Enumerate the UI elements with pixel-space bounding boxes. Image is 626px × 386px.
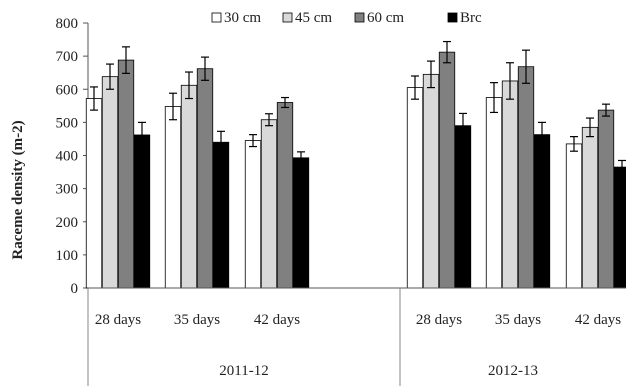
x-category-label: 35 days [495,312,541,328]
x-group-label: 2012-13 [488,363,538,379]
legend-label: 45 cm [295,10,332,26]
bar [212,141,230,289]
y-tick-label: 300 [56,182,79,198]
bar [244,140,262,289]
legend-swatch [447,12,458,23]
bar [438,51,456,289]
y-tick-label: 100 [56,248,79,264]
y-tick-label: 600 [56,82,79,98]
bar [180,84,198,289]
bar [196,68,214,289]
bar [260,119,278,289]
bar [533,134,551,289]
x-group-label: 2011-12 [219,363,268,379]
x-category-label: 42 days [575,312,621,328]
bar [133,134,151,289]
bar [501,80,519,289]
y-tick-label: 500 [56,115,79,131]
bar [454,125,472,289]
x-category-label: 42 days [254,312,300,328]
bar [517,66,535,289]
bar [485,97,503,289]
y-tick-label: 800 [56,16,79,32]
x-category-label: 28 days [95,312,141,328]
bar [85,98,103,289]
bar [597,109,615,289]
y-axis: 0 100 200 300 400 500 600 700 800 [56,16,89,297]
legend-label: Brc [460,10,482,26]
legend: 30 cm 45 cm 60 cm Brc [211,10,482,26]
bar [276,102,294,289]
legend-label: 60 cm [367,10,404,26]
bar [613,166,626,289]
legend-swatch [211,12,222,23]
bar [565,143,583,289]
bar [406,87,424,289]
bars-layer [85,40,626,289]
y-tick-label: 0 [71,281,79,297]
legend-swatch [282,12,293,23]
bar [101,76,119,289]
x-axis: 28 days 35 days 42 days 28 days 35 days 42 da… [87,287,626,386]
bar [117,59,135,289]
y-tick-label: 200 [56,215,79,231]
legend-label: 30 cm [224,10,261,26]
legend-swatch [354,12,365,23]
x-category-label: 35 days [174,312,220,328]
y-tick-label: 400 [56,149,79,165]
bar [581,126,599,289]
y-tick-label: 700 [56,49,79,65]
x-category-label: 28 days [416,312,462,328]
bar [164,106,182,289]
y-axis-label: Raceme density (m-2) [10,120,26,259]
bar [422,73,440,289]
bar [292,157,310,289]
